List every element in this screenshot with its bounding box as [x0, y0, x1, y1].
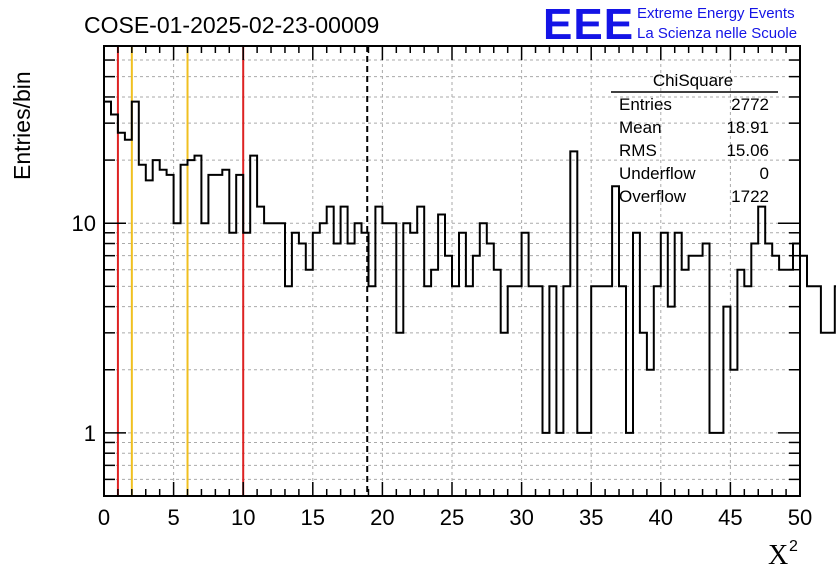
stats-label-entries: Entries	[619, 95, 672, 114]
logo-line-1: Extreme Energy Events	[637, 5, 795, 22]
x-axis-label-main: X	[768, 540, 788, 571]
stats-label-mean: Mean	[619, 118, 662, 137]
y-tick-label: 10	[72, 211, 96, 236]
grid	[104, 46, 800, 496]
stats-label-overflow: Overflow	[619, 187, 687, 206]
stats-label-underflow: Underflow	[619, 164, 696, 183]
x-tick-label: 50	[788, 505, 812, 530]
logo-line-2: La Scienza nelle Scuole	[637, 25, 797, 42]
stats-value-mean: 18.91	[726, 118, 769, 137]
histogram-series-line	[104, 100, 836, 434]
x-tick-label: 35	[579, 505, 603, 530]
x-tick-labels: 0 5 10 15 20 25 30 35 40 45 50	[98, 505, 812, 530]
y-axis-label: Entries/bin	[9, 71, 35, 180]
reference-lines	[116, 46, 369, 496]
x-tick-label: 10	[231, 505, 255, 530]
axis-ticks	[103, 46, 801, 496]
stats-box: ChiSquare Entries 2772 Mean 18.91 RMS 15…	[611, 71, 778, 206]
x-tick-label: 30	[509, 505, 533, 530]
x-tick-label: 45	[718, 505, 742, 530]
y-tick-labels: 1 10	[72, 211, 96, 446]
x-tick-label: 20	[370, 505, 394, 530]
x-axis-label: X 2	[768, 538, 798, 571]
chart-title: COSE-01-2025-02-23-00009	[84, 12, 379, 38]
stats-value-rms: 15.06	[726, 141, 769, 160]
stats-title: ChiSquare	[653, 71, 733, 90]
x-tick-label: 25	[440, 505, 464, 530]
stats-value-overflow: 1722	[731, 187, 769, 206]
x-tick-label: 15	[301, 505, 325, 530]
stats-value-entries: 2772	[731, 95, 769, 114]
stats-value-underflow: 0	[760, 164, 769, 183]
y-tick-label: 1	[84, 421, 96, 446]
x-axis-label-superscript: 2	[789, 538, 798, 555]
x-tick-label: 0	[98, 505, 110, 530]
x-tick-label: 5	[167, 505, 179, 530]
eee-logo: EEE	[543, 0, 634, 49]
x-tick-label: 40	[649, 505, 673, 530]
stats-label-rms: RMS	[619, 141, 657, 160]
